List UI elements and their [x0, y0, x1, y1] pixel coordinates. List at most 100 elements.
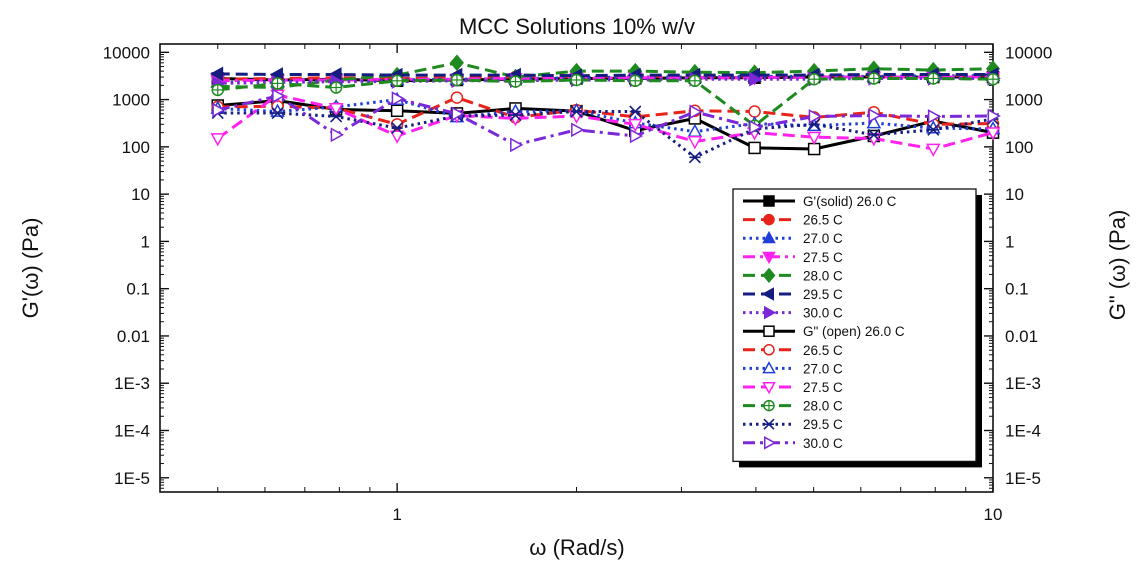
- legend-label: 27.0 C: [803, 361, 843, 376]
- marker: [689, 104, 703, 120]
- legend-label: 29.5 C: [803, 417, 843, 432]
- marker: [391, 121, 404, 135]
- legend: G'(solid) 26.0 C 26.5 C 27.0 C 27.5 C 28.0 C…: [732, 188, 982, 468]
- legend-label: 26.5 C: [803, 343, 843, 358]
- legend-label: G'(solid) 26.0 C: [803, 194, 897, 209]
- marker: [209, 66, 224, 82]
- marker: [927, 123, 940, 136]
- marker: [389, 130, 405, 144]
- marker: [509, 109, 522, 122]
- y-tick-label-right: 100: [1005, 138, 1033, 157]
- marker: [763, 195, 775, 207]
- series-11: [211, 72, 1000, 132]
- marker: [328, 103, 344, 117]
- marker: [749, 119, 763, 135]
- legend-box: [732, 188, 977, 463]
- marker: [510, 137, 524, 153]
- series-line: [217, 98, 994, 134]
- marker: [763, 325, 775, 337]
- series-10: [210, 89, 1001, 157]
- chart-title: MCC Solutions 10% w/v: [459, 14, 695, 39]
- marker: [330, 127, 345, 143]
- marker: [627, 118, 643, 133]
- marker: [570, 105, 583, 118]
- y-tick-label-left: 1E-5: [114, 469, 150, 488]
- marker: [764, 305, 777, 320]
- marker: [763, 344, 775, 356]
- marker: [762, 382, 776, 395]
- y-tick-label-right: 1: [1005, 232, 1014, 251]
- marker: [687, 123, 703, 138]
- marker: [807, 142, 821, 156]
- y-tick-label-right: 10: [1005, 185, 1024, 204]
- legend-label: 30.0 C: [803, 306, 843, 321]
- y-tick-label-left: 1E-3: [114, 374, 150, 393]
- y-tick-label-right: 1E-5: [1005, 469, 1041, 488]
- series-line: [217, 96, 994, 126]
- marker: [748, 105, 761, 118]
- marker: [748, 141, 761, 155]
- y-tick-label-left: 1E-4: [114, 421, 150, 440]
- marker: [687, 136, 703, 150]
- marker: [390, 104, 404, 118]
- legend-label: 27.5 C: [803, 250, 843, 265]
- marker: [867, 128, 880, 141]
- series-line: [216, 93, 994, 151]
- marker: [925, 143, 941, 157]
- marker: [866, 115, 882, 129]
- legend-label: G" (open) 26.0 C: [803, 324, 905, 339]
- series-13: [212, 88, 1001, 153]
- y-tick-label-left: 100: [122, 138, 150, 157]
- legend-label: 26.5 C: [803, 213, 843, 228]
- marker: [762, 230, 776, 244]
- marker: [629, 105, 642, 118]
- marker: [987, 108, 1001, 124]
- marker: [764, 436, 777, 450]
- y-tick-label-left: 1000: [112, 91, 150, 110]
- marker: [763, 213, 775, 226]
- legend-label: 27.0 C: [803, 231, 843, 246]
- marker: [688, 151, 701, 164]
- y-tick-label-left: 10000: [103, 43, 150, 62]
- marker: [763, 418, 775, 430]
- y-tick-label-right: 0.1: [1005, 280, 1029, 299]
- series-line: [217, 72, 993, 78]
- x-axis-title: ω (Rad/s): [529, 535, 624, 560]
- marker: [272, 88, 286, 104]
- marker: [450, 91, 464, 104]
- marker: [985, 127, 1001, 141]
- marker: [761, 287, 774, 301]
- marker: [629, 128, 644, 144]
- y-tick-label-right: 1E-3: [1005, 374, 1041, 393]
- series-line: [217, 94, 994, 147]
- series-line: [217, 77, 994, 128]
- legend-label: 28.0 C: [803, 268, 843, 283]
- y-tick-label-right: 1000: [1005, 91, 1043, 110]
- legend-label: 28.0 C: [803, 399, 843, 414]
- legend-label: 27.5 C: [803, 380, 843, 395]
- legend-label: 30.0 C: [803, 436, 843, 451]
- marker: [451, 106, 465, 122]
- y-tick-label-left: 0.01: [117, 327, 150, 346]
- series-line: [217, 61, 994, 89]
- y-tick-label-right: 1E-4: [1005, 421, 1041, 440]
- y-axis-title-right: G" (ω) (Pa): [1105, 210, 1130, 321]
- marker: [391, 91, 406, 106]
- marker: [808, 109, 823, 124]
- x-tick-label: 10: [984, 505, 1003, 524]
- y-tick-label-right: 10000: [1005, 43, 1052, 62]
- x-tick-label: 1: [392, 505, 401, 524]
- marker: [749, 71, 763, 87]
- series-line: [217, 110, 994, 159]
- y-tick-label-left: 1: [141, 232, 150, 251]
- legend-label: 29.5 C: [803, 287, 843, 302]
- y-tick-label-left: 10: [131, 185, 150, 204]
- y-axis-title-left: G'(ω) (Pa): [18, 218, 43, 319]
- y-tick-label-right: 0.01: [1005, 327, 1038, 346]
- marker: [330, 110, 343, 123]
- marker: [762, 251, 776, 265]
- marker: [212, 102, 226, 118]
- marker: [762, 267, 776, 284]
- marker: [571, 122, 585, 138]
